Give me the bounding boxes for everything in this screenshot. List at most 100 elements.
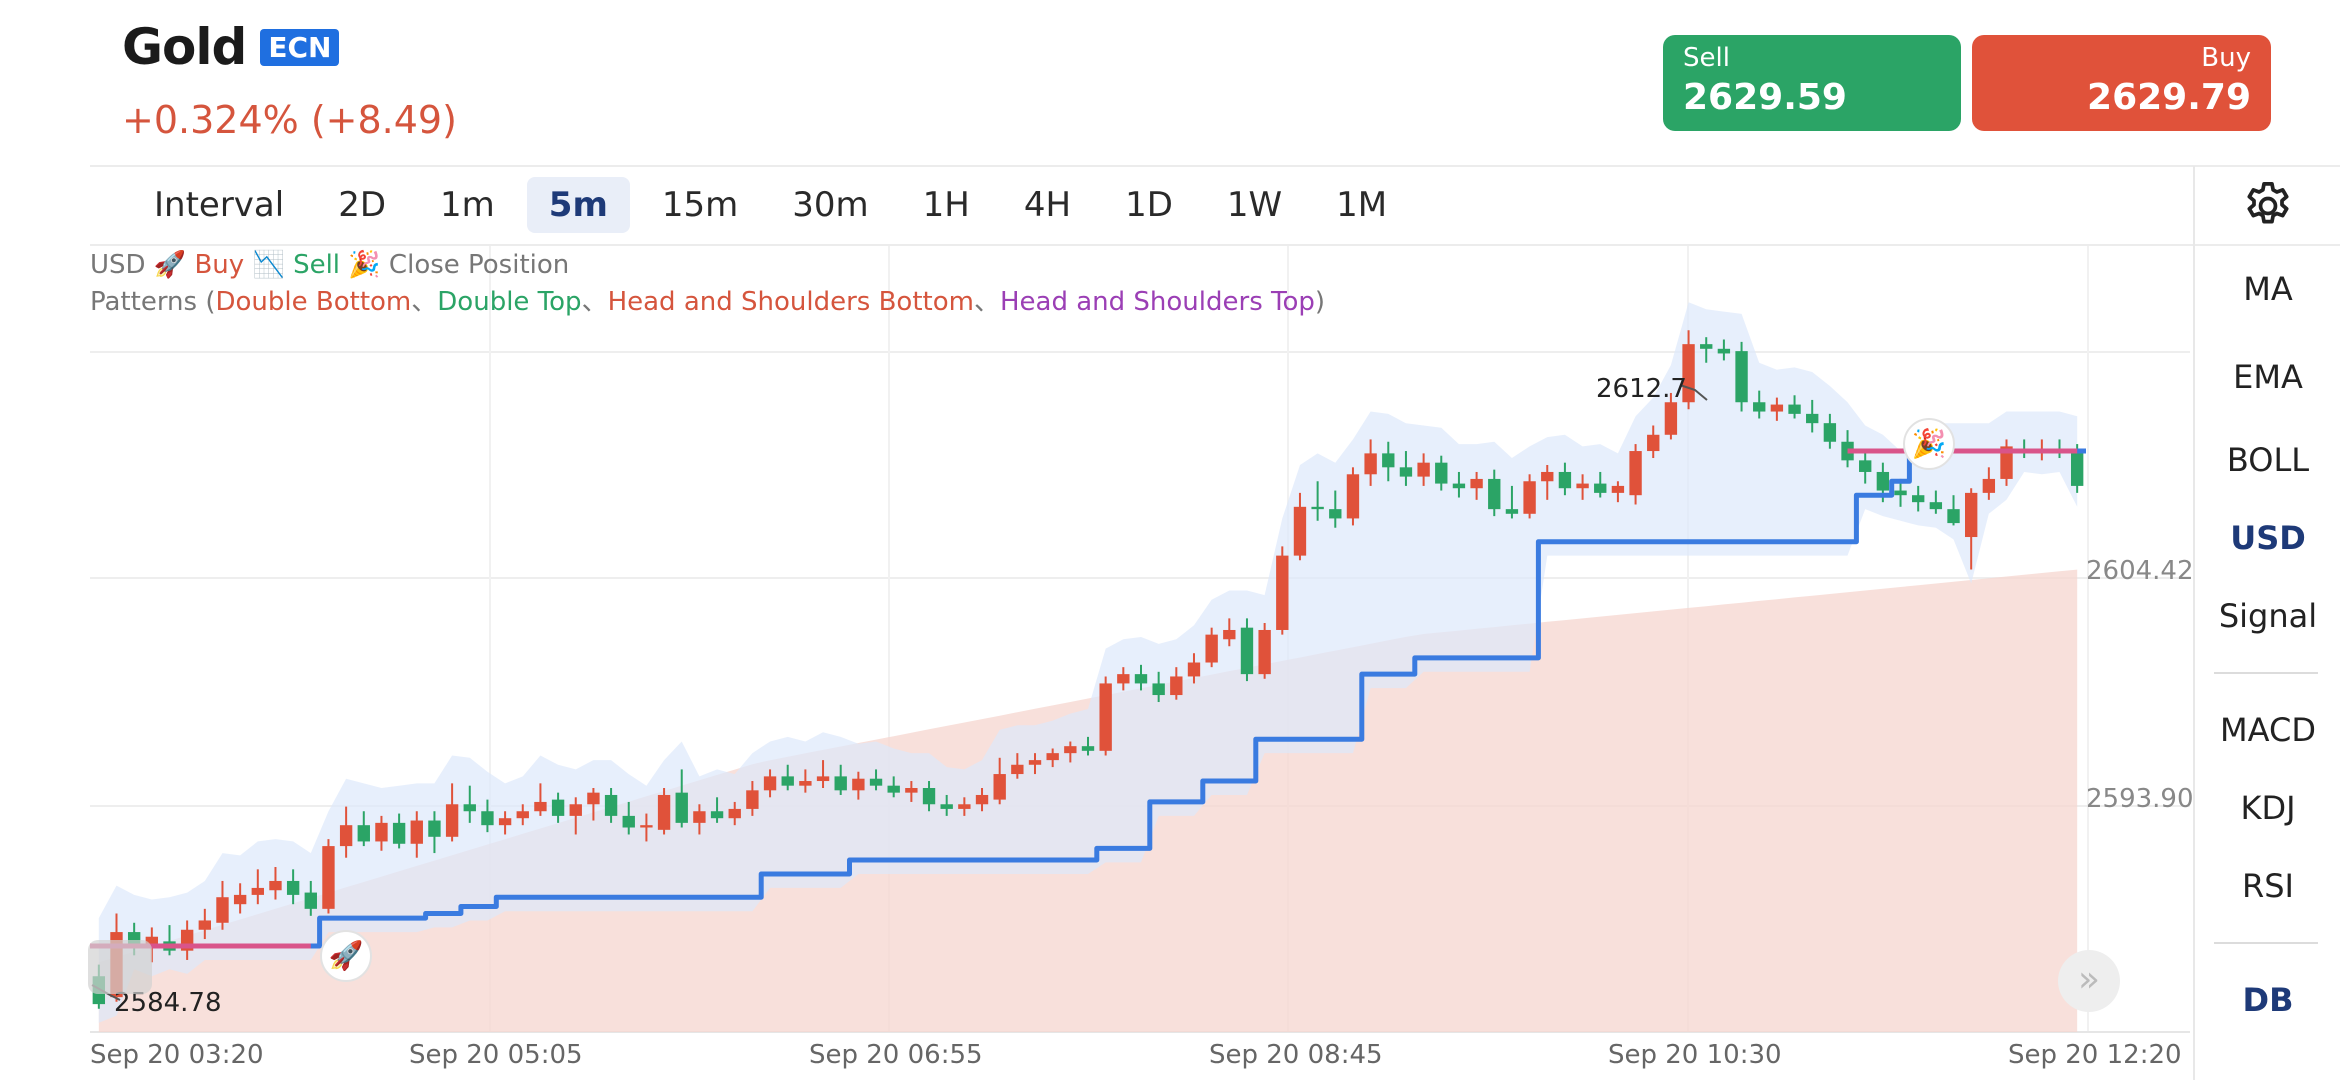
signal-line [90, 448, 2086, 949]
candle-body [1664, 402, 1678, 435]
candle-body [569, 804, 582, 816]
indicator-db[interactable]: DB [2242, 981, 2294, 1019]
candle-body [127, 932, 141, 944]
interval-tab-30m[interactable]: 30m [792, 185, 869, 225]
candle-body [1170, 676, 1183, 696]
candle-body [975, 794, 989, 805]
interval-tab-4h[interactable]: 4H [1023, 185, 1072, 225]
candle-body [1982, 478, 1996, 493]
candle-body [498, 818, 512, 826]
candle-body [1965, 492, 1978, 538]
interval-tab-1mo[interactable]: 1M [1336, 185, 1388, 225]
candle-body [587, 792, 600, 805]
candle-body [534, 801, 547, 812]
candle-body [1823, 423, 1837, 442]
indicator-ema[interactable]: EMA [2233, 358, 2303, 396]
candle-body [1558, 471, 1572, 489]
buy-signal-marker[interactable]: 🚀 [320, 930, 372, 982]
interval-tab-1d[interactable]: 1D [1125, 185, 1173, 225]
candle-body [304, 892, 317, 909]
candle-body [922, 788, 936, 805]
candle-body [622, 815, 635, 828]
indicator-boll[interactable]: BOLL [2226, 441, 2310, 479]
candle-body [1629, 451, 1642, 496]
candle-body [1311, 506, 1324, 510]
candle-body [339, 825, 353, 847]
legend-usd: USD [90, 250, 146, 280]
legend-buy: 🚀 Buy [153, 250, 245, 280]
candle-body [2070, 453, 2084, 486]
instrument-title: Gold [122, 18, 247, 76]
candle-body [1435, 462, 1448, 484]
candle-body [322, 846, 335, 909]
candle-body [1717, 348, 1731, 354]
indicator-signal[interactable]: Signal [2218, 597, 2318, 635]
gear-icon[interactable] [2240, 178, 2296, 234]
candle-body [2000, 446, 2013, 479]
candle-body [1417, 462, 1430, 477]
candle-body [1541, 471, 1554, 482]
candle-body [1894, 490, 1907, 496]
patterns-legend: Patterns (Double Bottom、Double Top、Head … [90, 281, 1325, 318]
interval-tab-2d[interactable]: 2D [338, 185, 387, 225]
interval-tab-1h[interactable]: 1H [922, 185, 970, 225]
buy-price: 2629.79 [2087, 77, 2251, 118]
candle-body [198, 920, 211, 930]
interval-tab-1m[interactable]: 1m [440, 185, 495, 225]
legend-close-position: 🎉 Close Position [348, 250, 570, 280]
candle-body [1399, 467, 1413, 477]
candle-body [869, 778, 883, 786]
candle-body [410, 820, 423, 844]
high-price-annotation: 2612.7 [1596, 374, 1687, 404]
side-panel-divider [2193, 166, 2195, 1080]
x-axis-label: Sep 20 10:30 [1608, 1040, 1782, 1070]
candle-body [1205, 634, 1218, 663]
candle-body [1081, 746, 1095, 751]
candle-body [1046, 753, 1059, 761]
interval-tab-1w[interactable]: 1W [1226, 185, 1283, 225]
indicator-usd[interactable]: USD [2230, 519, 2306, 557]
candle-body [463, 804, 476, 812]
candle-body [1488, 478, 1501, 510]
x-axis-label: Sep 20 06:55 [809, 1040, 983, 1070]
screenshot-icon[interactable] [88, 940, 152, 994]
interval-label: Interval [154, 185, 285, 225]
candle-body [1346, 474, 1360, 519]
interval-tab-5m[interactable]: 5m [526, 177, 630, 233]
candle-body [1011, 764, 1024, 775]
scroll-to-latest-button[interactable]: » [2058, 950, 2120, 1012]
candle-body [852, 778, 865, 791]
candle-body [905, 788, 918, 793]
candle-body [763, 776, 777, 791]
indicator-ma[interactable]: MA [2243, 270, 2293, 308]
legend-hs-top: Head and Shoulders Top [999, 287, 1315, 317]
x-axis-label: Sep 20 03:20 [90, 1040, 264, 1070]
candle-body [1293, 506, 1307, 556]
side-panel-separator [2214, 672, 2318, 674]
x-axis-label: Sep 20 12:20 [2008, 1040, 2182, 1070]
candle-body [286, 880, 300, 895]
candle-body [516, 811, 529, 819]
sell-button[interactable]: Sell 2629.59 [1663, 35, 1961, 131]
buy-button[interactable]: Buy 2629.79 [1972, 35, 2271, 131]
close-position-marker[interactable]: 🎉 [1903, 418, 1955, 470]
candle-body [375, 822, 388, 842]
indicator-rsi[interactable]: RSI [2242, 867, 2294, 905]
candle-body [1117, 674, 1130, 684]
indicator-macd[interactable]: MACD [2220, 711, 2316, 749]
candle-body [1700, 344, 1713, 349]
candle-body [657, 794, 671, 830]
price-change: +0.324% (+8.49) [122, 98, 457, 142]
candle-body [958, 804, 971, 809]
indicator-kdj[interactable]: KDJ [2240, 789, 2296, 827]
legend-hs-bottom: Head and Shoulders Bottom [607, 287, 974, 317]
candle-body [1364, 453, 1377, 475]
candle-body [1788, 404, 1801, 414]
candle-body [693, 811, 706, 823]
high-annotation-leader [1679, 384, 1708, 401]
candle-body [1329, 509, 1342, 519]
x-axis-label: Sep 20 08:45 [1209, 1040, 1383, 1070]
interval-tab-15m[interactable]: 15m [661, 185, 739, 225]
candle-body [1187, 662, 1201, 677]
